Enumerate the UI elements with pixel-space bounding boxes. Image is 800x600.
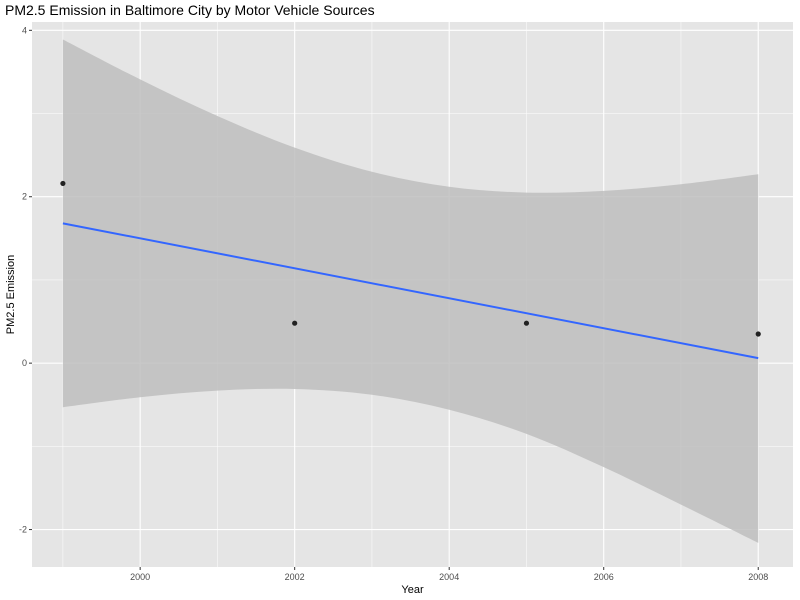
- data-point: [523, 320, 530, 326]
- x-tick-label: 2000: [130, 572, 150, 582]
- y-axis-ticks: -2 0 2 4: [19, 25, 32, 535]
- y-tick-label: 0: [22, 358, 27, 368]
- x-axis-ticks: 2000 2002 2004 2006 2008: [130, 567, 768, 582]
- data-point: [292, 320, 298, 326]
- x-tick-label: 2004: [439, 572, 459, 582]
- x-tick-label: 2008: [748, 572, 768, 582]
- y-tick-label: 2: [22, 192, 27, 202]
- x-tick-label: 2006: [594, 572, 614, 582]
- chart-title: PM2.5 Emission in Baltimore City by Moto…: [5, 2, 375, 18]
- trend-line: [62, 222, 759, 360]
- x-axis-title: Year: [401, 584, 424, 596]
- x-tick-label: 2002: [285, 572, 305, 582]
- data-point: [755, 331, 761, 337]
- data-points: [60, 180, 761, 337]
- data-point: [60, 180, 66, 187]
- y-axis-title: PM2.5 Emission: [5, 255, 17, 334]
- y-tick-label: -2: [19, 525, 27, 535]
- y-tick-label: 4: [22, 25, 27, 35]
